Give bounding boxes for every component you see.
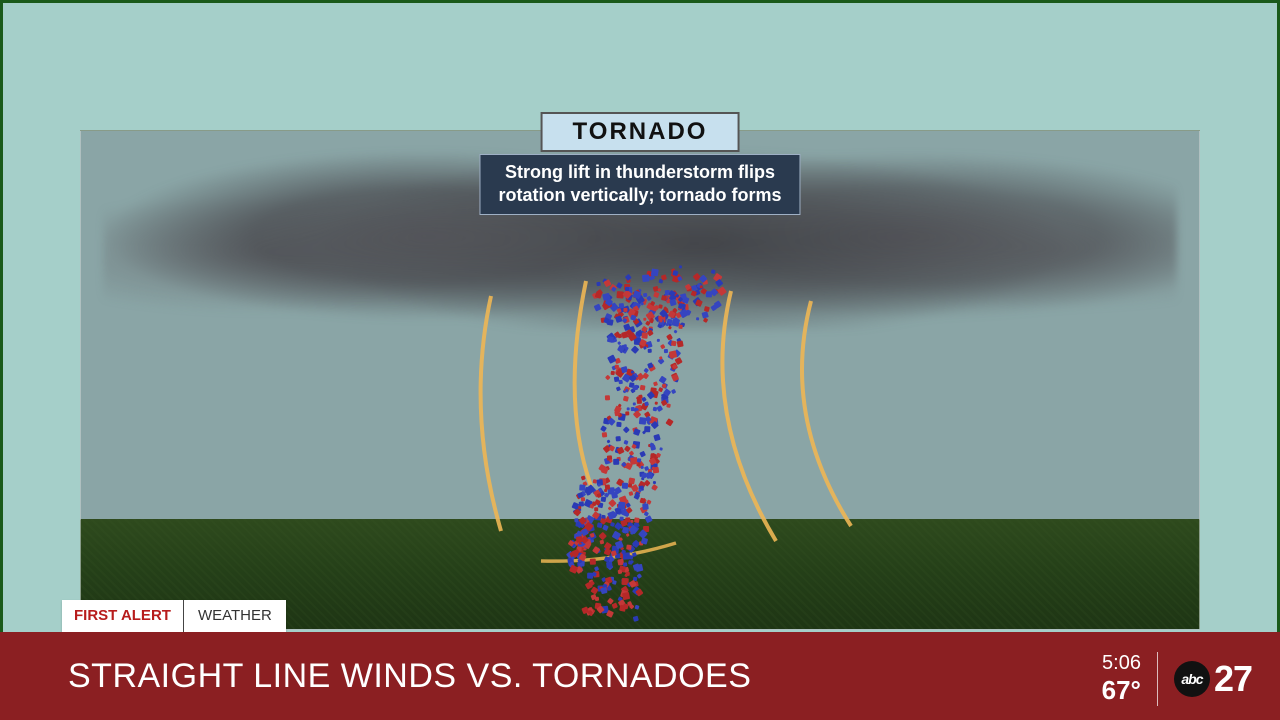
time-temp-block: 5:06 67°	[1102, 652, 1158, 706]
tag-section-label: WEATHER	[184, 600, 286, 632]
temperature-text: 67°	[1102, 675, 1141, 706]
tag-alert-label: FIRST ALERT	[62, 600, 184, 632]
station-logo: abc 27	[1174, 658, 1252, 700]
abc-logo: abc	[1174, 661, 1210, 697]
scene-title: TORNADO	[541, 112, 740, 152]
lower-third-bar: STRAIGHT LINE WINDS VS. TORNADOES 5:06 6…	[0, 632, 1280, 720]
scene-description: Strong lift in thunderstorm flips rotati…	[479, 154, 800, 215]
weather-scene: TORNADO Strong lift in thunderstorm flip…	[80, 130, 1200, 630]
headline-text: STRAIGHT LINE WINDS VS. TORNADOES	[68, 657, 751, 696]
segment-tag: FIRST ALERT WEATHER	[62, 600, 286, 632]
time-text: 5:06	[1102, 652, 1141, 675]
channel-number: 27	[1214, 658, 1252, 700]
time-temp-logo: 5:06 67° abc 27	[1102, 652, 1252, 706]
